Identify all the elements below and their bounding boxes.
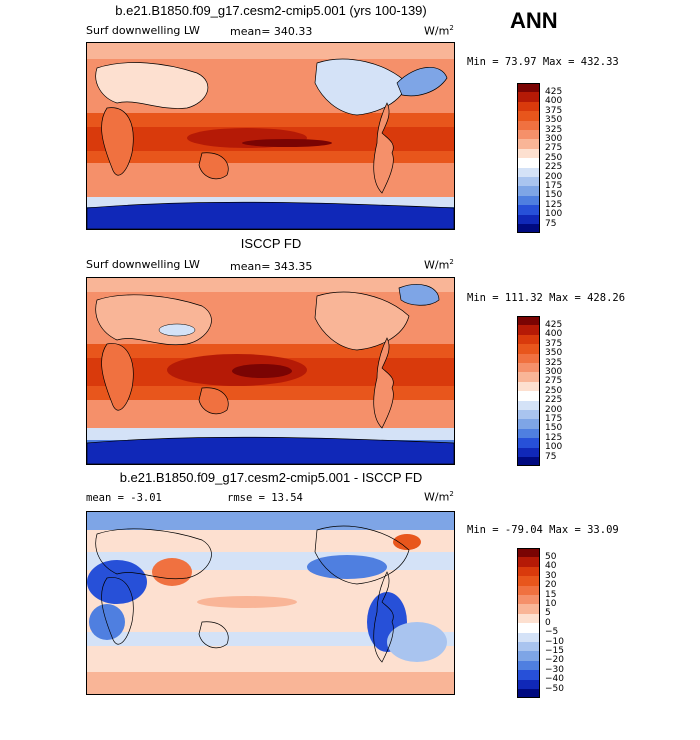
colorbar-tick-label: 40 — [545, 561, 557, 572]
panel1-mean: mean= 340.33 — [230, 25, 313, 38]
colorbar-tick-label: 200 — [545, 171, 563, 182]
colorbar-tick-label: 375 — [545, 338, 563, 349]
colorbar-frame — [517, 548, 540, 699]
colorbar-tick-label: 15 — [545, 589, 557, 600]
colorbar-tick-label: 325 — [545, 124, 563, 135]
colorbar-tick-label: 100 — [545, 442, 563, 453]
colorbar-frame — [517, 316, 540, 467]
panel2-variable: Surf downwelling LW — [86, 258, 200, 271]
colorbar-tick-label: 150 — [545, 423, 563, 434]
colorbar-tick-label: 250 — [545, 152, 563, 163]
colorbar-tick-label: 275 — [545, 376, 563, 387]
panel3-rmse: rmse = 13.54 — [227, 492, 303, 504]
colorbar-tick-label: −20 — [545, 655, 564, 666]
panel2-mean: mean= 343.35 — [230, 260, 313, 273]
colorbar-tick-label: 300 — [545, 366, 563, 377]
colorbar-tick-label: 225 — [545, 162, 563, 173]
panel1-map — [86, 42, 455, 230]
colorbar-tick-label: 100 — [545, 209, 563, 220]
colorbar-tick-label: 325 — [545, 357, 563, 368]
colorbar-tick-label: 30 — [545, 570, 557, 581]
colorbar-tick-label: −15 — [545, 645, 564, 656]
colorbar-tick-label: 225 — [545, 395, 563, 406]
colorbar-frame — [517, 83, 540, 234]
colorbar-tick-label: 425 — [545, 86, 563, 97]
colorbar-tick-label: 175 — [545, 413, 563, 424]
colorbar-tick-label: 5 — [545, 608, 551, 619]
panel3-units: W/m2 — [424, 490, 454, 504]
colorbar-tick-label: −50 — [545, 683, 564, 694]
panel2-map — [86, 277, 455, 465]
colorbar-tick-label: 0 — [545, 617, 551, 628]
colorbar-tick-label: 20 — [545, 580, 557, 591]
panel3-map — [86, 511, 455, 695]
colorbar-tick-label: 75 — [545, 451, 557, 462]
panel1-colorbar: 425 400 375 350 325 300 275 250 225 200 175 150 125 1… — [517, 83, 587, 275]
colorbar-tick-label: 375 — [545, 105, 563, 116]
season-label: ANN — [510, 8, 558, 33]
colorbar-tick-label: 400 — [545, 329, 563, 340]
colorbar-tick-label: 200 — [545, 404, 563, 415]
panel3-mean: mean = -3.01 — [86, 492, 162, 504]
colorbar-tick-label: 250 — [545, 385, 563, 396]
panel2-units: W/m2 — [424, 258, 454, 272]
panel2-title: ISCCP FD — [240, 236, 302, 251]
panel1-minmax: Min = 73.97 Max = 432.33 — [467, 56, 619, 68]
colorbar-tick-label: 50 — [545, 551, 557, 562]
colorbar-tick-label: 75 — [545, 218, 557, 229]
colorbar-tick-label: 125 — [545, 432, 563, 443]
colorbar-tick-label: −30 — [545, 664, 564, 675]
colorbar-tick-label: 150 — [545, 190, 563, 201]
panel3-colorbar: 50 40 30 20 15 10 5 0 −5 −10 −15 −20 −30 −40 −50 — [517, 548, 587, 740]
colorbar-tick-label: 10 — [545, 598, 557, 609]
colorbar-tick-label: 125 — [545, 199, 563, 210]
colorbar-tick-label: −10 — [545, 636, 564, 647]
colorbar-tick-label: 350 — [545, 115, 563, 126]
panel3-minmax: Min = -79.04 Max = 33.09 — [467, 524, 619, 536]
panel1-units: W/m2 — [424, 24, 454, 38]
panel3-title: b.e21.B1850.f09_g17.cesm2-cmip5.001 - IS… — [119, 470, 423, 485]
colorbar-tick-label: 400 — [545, 96, 563, 107]
panel2-minmax: Min = 111.32 Max = 428.26 — [467, 292, 626, 304]
colorbar-tick-label: 275 — [545, 143, 563, 154]
colorbar-tick-label: 350 — [545, 348, 563, 359]
panel2-colorbar: 425 400 375 350 325 300 275 250 225 200 175 150 125 1… — [517, 316, 587, 508]
panel1-title: b.e21.B1850.f09_g17.cesm2-cmip5.001 (yrs… — [115, 3, 427, 18]
colorbar-tick-label: 425 — [545, 319, 563, 330]
panel1-variable: Surf downwelling LW — [86, 24, 200, 37]
colorbar-tick-label: −5 — [545, 627, 559, 638]
colorbar-tick-label: 175 — [545, 180, 563, 191]
colorbar-tick-label: −40 — [545, 674, 564, 685]
colorbar-tick-label: 300 — [545, 133, 563, 144]
